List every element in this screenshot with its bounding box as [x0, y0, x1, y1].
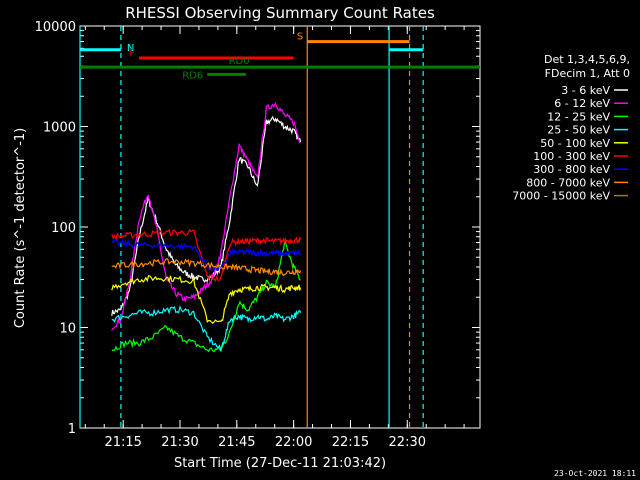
y-tick-label: 10000 — [35, 20, 76, 35]
legend-label: 7000 - 15000 keV — [512, 190, 610, 203]
series-line — [111, 228, 302, 282]
chart-title: RHESSI Observing Summary Count Rates — [125, 4, 435, 22]
legend-label: 800 - 7000 keV — [526, 176, 610, 189]
x-axis-label: Start Time (27-Dec-11 21:03:42) — [174, 456, 386, 471]
series-line — [111, 305, 302, 353]
x-tick-label: 21:15 — [104, 435, 141, 450]
legend-label: 3 - 6 keV — [561, 84, 610, 97]
axes-frame — [79, 25, 481, 429]
x-tick-label: 21:45 — [218, 435, 255, 450]
footer-date: 23-Oct-2021 18:11 — [554, 469, 636, 478]
status-bar-label: F — [129, 48, 135, 59]
legend-header: FDecim 1, Att 0 — [545, 67, 630, 80]
legend-label: 50 - 100 keV — [540, 137, 610, 150]
status-bar-label: RD6 — [182, 70, 203, 81]
series-line — [111, 102, 301, 331]
y-tick-label: 100 — [51, 221, 76, 236]
series-line — [111, 238, 302, 272]
series-line — [111, 274, 302, 325]
status-bar-label: N — [127, 43, 134, 54]
x-tick-label: 21:30 — [161, 435, 198, 450]
legend-label: 300 - 800 keV — [533, 163, 610, 176]
series-line — [111, 115, 302, 316]
y-tick-label: 1000 — [43, 121, 76, 136]
x-tick-label: 22:30 — [389, 435, 426, 450]
y-tick-label: 1 — [68, 422, 76, 437]
plot-area: 1 10 100 1000 10000 21:15 21:30 21:45 22:00 22:15… — [35, 20, 481, 450]
legend-label: 12 - 25 keV — [547, 110, 610, 123]
legend-label: 6 - 12 keV — [554, 97, 610, 110]
y-axis-label: Count Rate (s^-1 detector^-1) — [13, 128, 28, 328]
status-bar-label: S — [297, 32, 303, 43]
x-tick-label: 22:00 — [275, 435, 312, 450]
x-tick-label: 22:15 — [332, 435, 369, 450]
legend: Det 1,3,4,5,6,9,FDecim 1, Att 0 3 - 6 keV… — [512, 53, 630, 203]
y-tick-label: 10 — [59, 322, 76, 337]
series-line — [111, 240, 301, 353]
status-bar-label: RD0 — [229, 56, 250, 67]
legend-label: 100 - 300 keV — [533, 150, 610, 163]
legend-label: 25 - 50 keV — [547, 124, 610, 137]
series-line — [111, 258, 302, 277]
legend-header: Det 1,3,4,5,6,9, — [544, 53, 630, 66]
